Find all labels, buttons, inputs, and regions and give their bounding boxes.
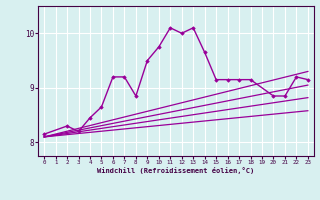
X-axis label: Windchill (Refroidissement éolien,°C): Windchill (Refroidissement éolien,°C) xyxy=(97,167,255,174)
